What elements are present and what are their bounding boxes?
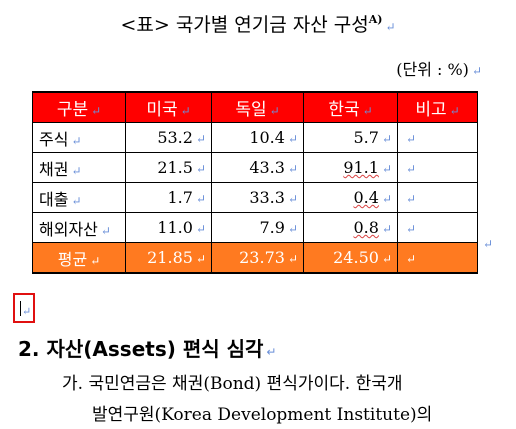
cell-mark-icon: ↵ [287,252,298,266]
cell-mark-icon: ↵ [100,223,111,238]
us-value-cell[interactable]: 11.0 ↵ [125,212,212,243]
cell-mark-icon: ↵ [381,162,392,176]
cell-mark-icon: ↵ [195,252,206,266]
table-row: 대출 ↵ 1.7 ↵ 33.3 ↵ 0.4 ↵ ↵ [32,182,478,213]
note-cell[interactable]: ↵ [397,212,478,243]
korea-value-cell[interactable]: 5.7 ↵ [303,122,398,153]
cell-mark-icon: ↵ [269,104,280,118]
row-label-cell[interactable]: 주식 ↵ [32,122,126,153]
germany-value-cell[interactable]: 43.3 ↵ [211,152,304,183]
row-label-cell[interactable]: 채권 ↵ [32,152,126,183]
average-us-cell[interactable]: 21.85 ↵ [125,242,212,274]
us-value-cell[interactable]: 53.2 ↵ [125,122,212,153]
germany-value-cell[interactable]: 10.4 ↵ [211,122,304,153]
row-label-cell[interactable]: 해외자산 ↵ [32,212,126,243]
caption-text: <표> 국가별 연기금 자산 구성 [120,14,369,36]
cell-mark-icon: ↵ [406,192,417,206]
average-row: 평균 ↵ 21.85 ↵ 23.73 ↵ 24.50 ↵ ↵ [32,242,478,274]
cell-mark-icon: ↵ [381,132,392,146]
caption-footnote-marker: A) [368,13,383,26]
section-heading: 2. 자산(Assets) 편식 심각 ↵ [18,337,277,361]
cell-mark-icon: ↵ [381,222,392,236]
cell-mark-icon: ↵ [71,133,82,148]
header-us[interactable]: 미국 ↵ [125,91,212,123]
cell-mark-icon: ↵ [406,132,417,146]
cell-mark-icon: ↵ [381,252,392,266]
paragraph-mark-icon: ↵ [266,345,277,359]
table-header-row: 구분 ↵ 미국 ↵ 독일 ↵ 한국 ↵ 비고 ↵ [32,91,478,123]
paragraph-mark-icon: ↵ [471,64,482,78]
paragraph-line-2: 발연구원(Korea Development Institute)의 [92,405,433,425]
unit-label-text: (단위 : %) [396,60,469,79]
cell-mark-icon: ↵ [287,222,298,236]
average-note-cell[interactable]: ↵ [397,242,478,274]
cell-mark-icon: ↵ [406,162,417,176]
cell-mark-icon: ↵ [195,192,206,206]
header-note[interactable]: 비고 ↵ [397,91,478,123]
average-label-cell[interactable]: 평균 ↵ [32,242,126,274]
paragraph-line-1: 가. 국민연금은 채권(Bond) 편식가이다. 한국개 [62,374,403,394]
cell-mark-icon: ↵ [449,104,460,118]
cell-mark-icon: ↵ [195,162,206,176]
average-korea-cell[interactable]: 24.50 ↵ [303,242,398,274]
cell-mark-icon: ↵ [91,104,102,118]
korea-value-cell[interactable]: 0.4 ↵ [303,182,398,213]
table-row: 주식 ↵ 53.2 ↵ 10.4 ↵ 5.7 ↵ ↵ [32,122,478,153]
note-cell[interactable]: ↵ [397,182,478,213]
cell-mark-icon: ↵ [362,104,373,118]
cell-mark-icon: ↵ [195,132,206,146]
cell-mark-icon: ↵ [180,104,191,118]
table-row: 해외자산 ↵ 11.0 ↵ 7.9 ↵ 0.8 ↵ ↵ [32,212,478,243]
row-label-cell[interactable]: 대출 ↵ [32,182,126,213]
note-cell[interactable]: ↵ [397,122,478,153]
note-cell[interactable]: ↵ [397,152,478,183]
korea-value-cell[interactable]: 0.8 ↵ [303,212,398,243]
cell-mark-icon: ↵ [287,162,298,176]
korea-value-cell[interactable]: 91.1 ↵ [303,152,398,183]
text-cursor-highlight[interactable]: ↵ [13,293,35,323]
header-category[interactable]: 구분 ↵ [32,91,126,123]
cell-mark-icon: ↵ [381,192,392,206]
cell-mark-icon: ↵ [287,132,298,146]
pension-asset-table: 구분 ↵ 미국 ↵ 독일 ↵ 한국 ↵ 비고 ↵ 주식 ↵ 53.2 ↵ 10.4 ↵ 5.7 ↵… [32,91,478,274]
table-caption: <표> 국가별 연기금 자산 구성A)↵ [0,10,516,37]
average-germany-cell[interactable]: 23.73 ↵ [211,242,304,274]
cell-mark-icon: ↵ [287,192,298,206]
table-row: 채권 ↵ 21.5 ↵ 43.3 ↵ 91.1 ↵ ↵ [32,152,478,183]
cell-mark-icon: ↵ [195,222,206,236]
germany-value-cell[interactable]: 7.9 ↵ [211,212,304,243]
text-caret [20,301,21,316]
cell-mark-icon: ↵ [71,163,82,178]
cell-mark-icon: ↵ [406,252,417,266]
header-germany[interactable]: 독일 ↵ [211,91,304,123]
paragraph-mark-icon: ↵ [385,20,396,34]
cell-mark-icon: ↵ [406,222,417,236]
unit-label: (단위 : %) ↵ [396,56,482,80]
paragraph-mark-icon: ↵ [483,237,494,251]
paragraph-mark-icon: ↵ [22,305,32,318]
header-korea[interactable]: 한국 ↵ [303,91,398,123]
cell-mark-icon: ↵ [71,193,82,208]
germany-value-cell[interactable]: 33.3 ↵ [211,182,304,213]
us-value-cell[interactable]: 21.5 ↵ [125,152,212,183]
cell-mark-icon: ↵ [90,253,101,268]
us-value-cell[interactable]: 1.7 ↵ [125,182,212,213]
